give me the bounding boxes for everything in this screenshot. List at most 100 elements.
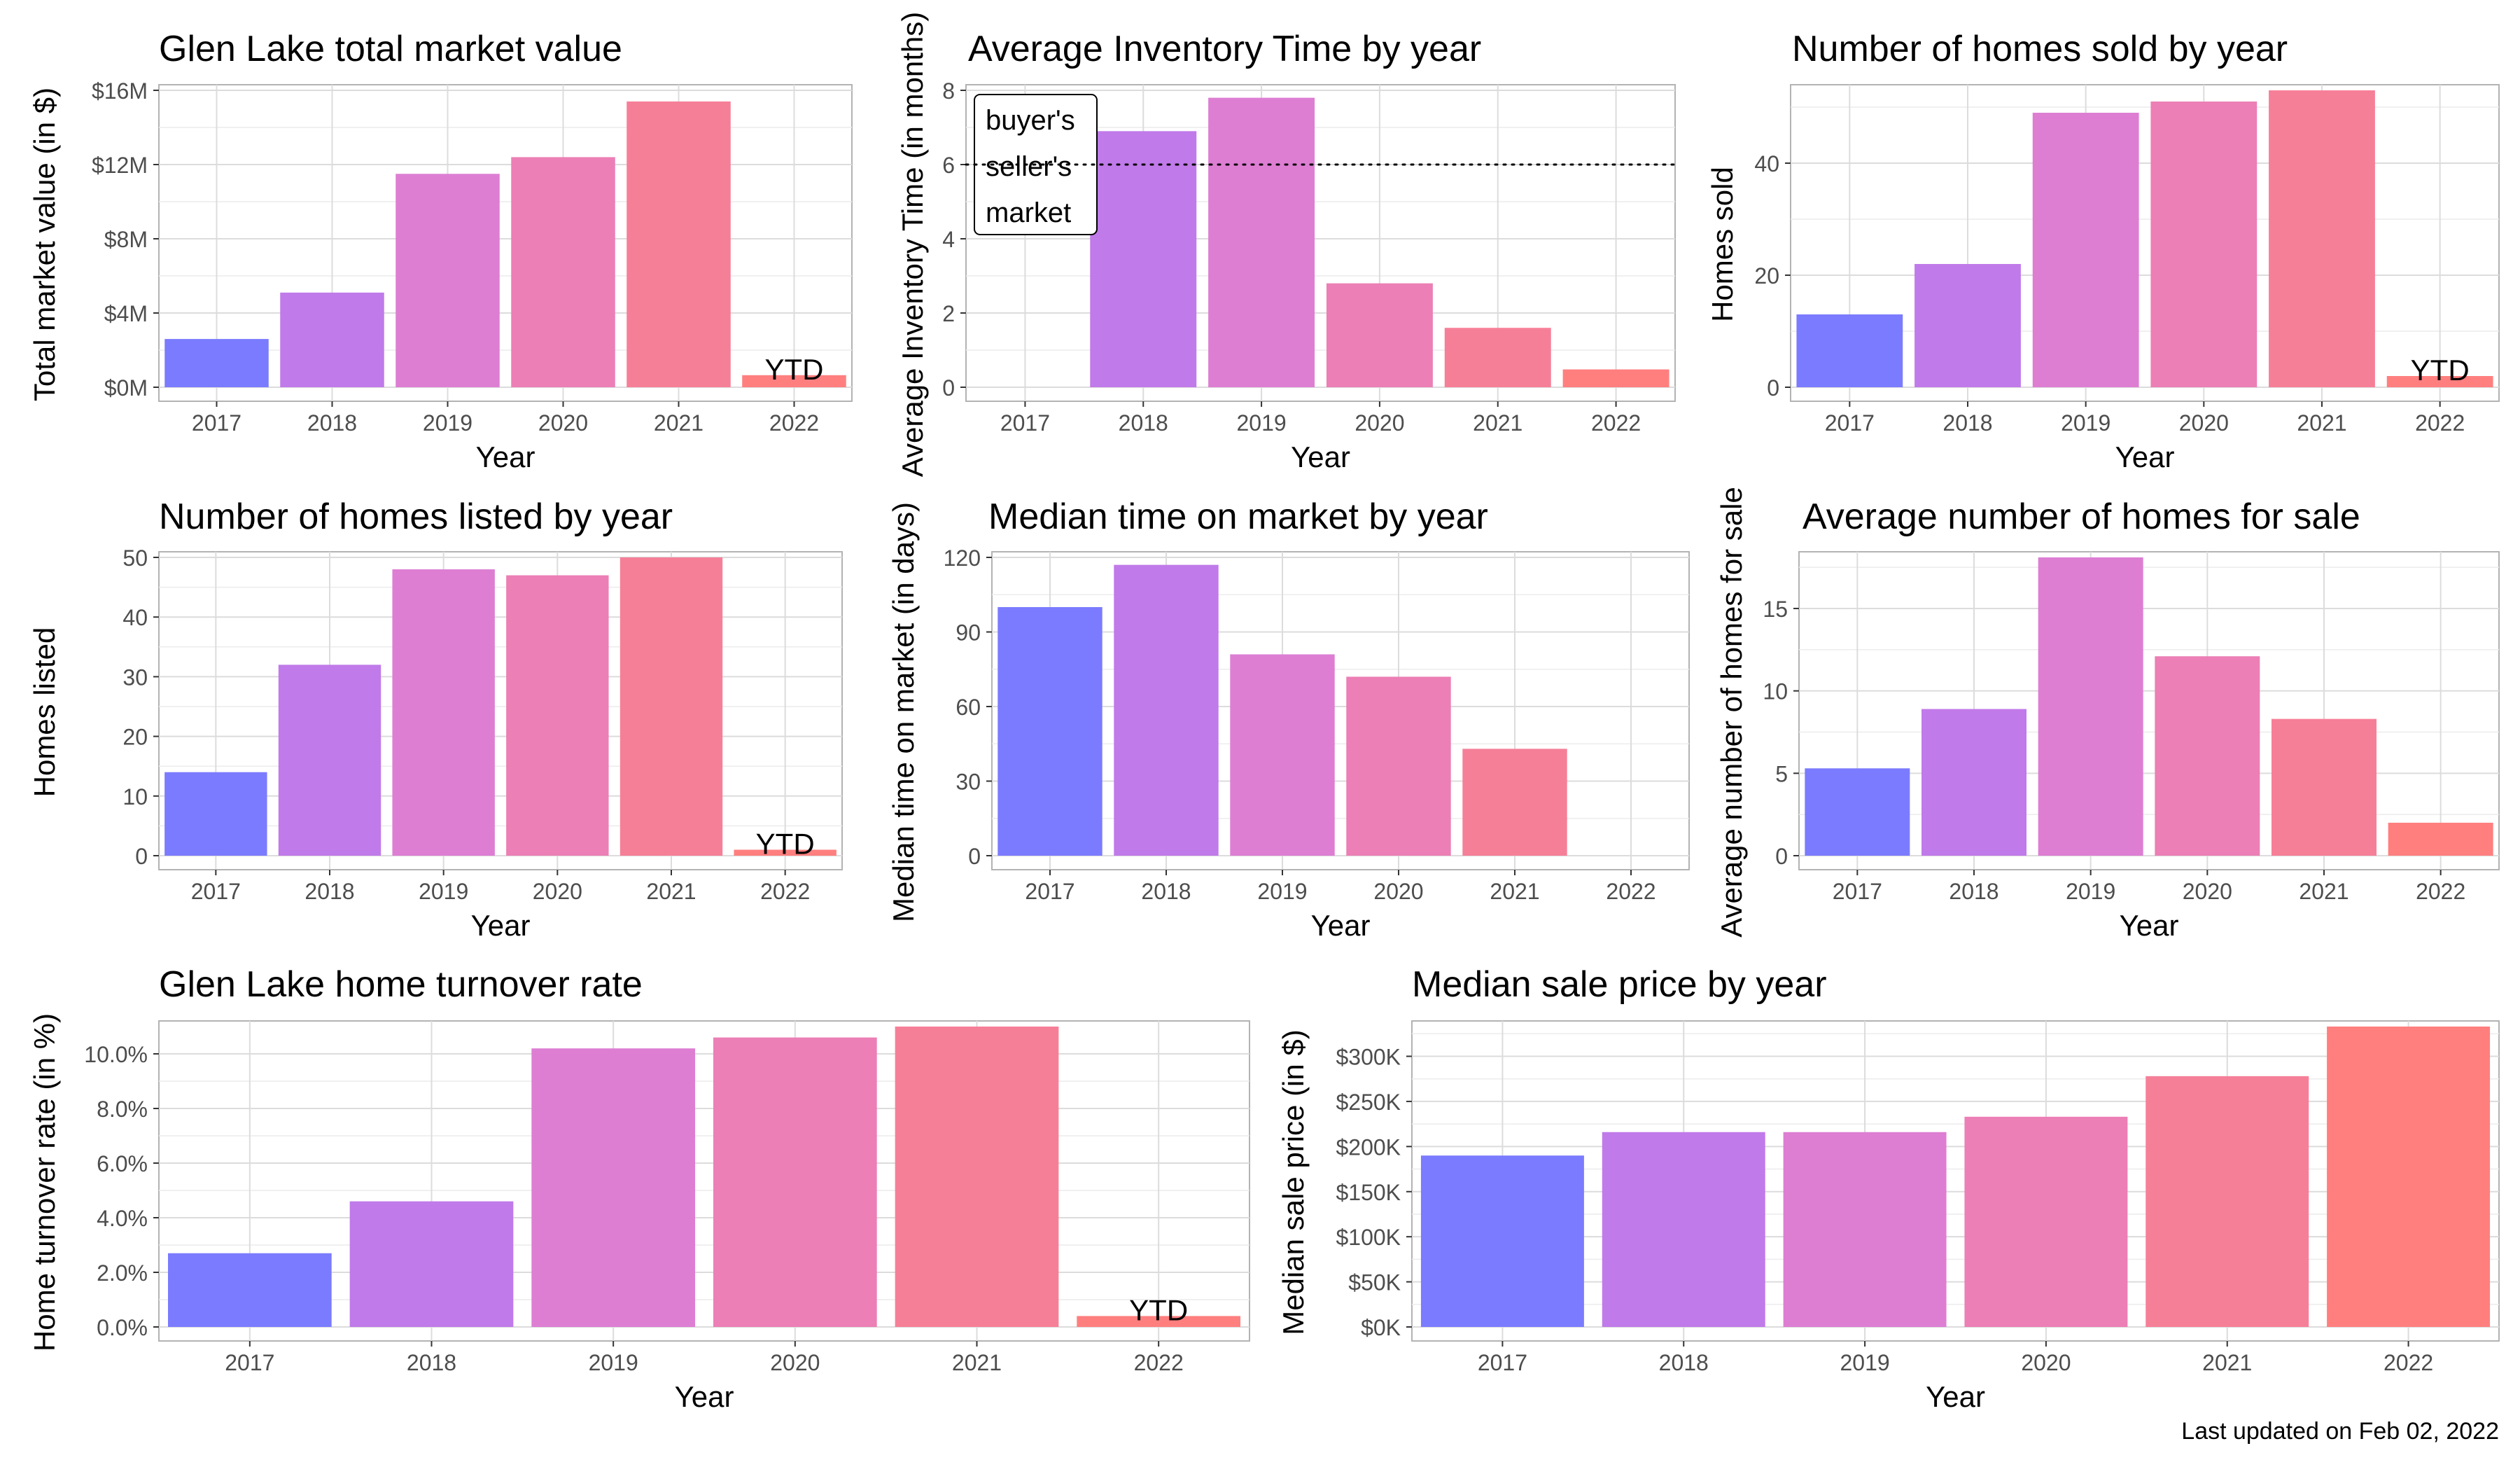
bar-2021 bbox=[620, 557, 723, 856]
chart-title: Median time on market by year bbox=[988, 496, 1488, 537]
y-axis-label: Average Inventory Time (in months) bbox=[896, 12, 929, 478]
x-tick-label: 2018 bbox=[1949, 879, 1998, 904]
y-axis-label: Home turnover rate (in %) bbox=[28, 1013, 61, 1351]
panel-border bbox=[1798, 551, 2500, 870]
chart-title: Glen Lake total market value bbox=[159, 29, 622, 69]
y-tick-label: 6 bbox=[942, 153, 955, 178]
x-tick-label: 2017 bbox=[1833, 879, 1882, 904]
bar-2022 bbox=[734, 849, 836, 856]
y-tick-label: 8 bbox=[942, 78, 955, 104]
bar-2018 bbox=[1914, 264, 2021, 387]
bar-2022 bbox=[1077, 1316, 1241, 1327]
y-tick-label: $4M bbox=[104, 301, 148, 326]
bar-2018 bbox=[1602, 1132, 1765, 1327]
y-tick-label: $200K bbox=[1336, 1134, 1401, 1160]
y-axis-label: Median sale price (in $) bbox=[1277, 1029, 1310, 1335]
y-axis-label: Homes sold bbox=[1706, 167, 1739, 322]
y-tick-label: 2.0% bbox=[97, 1260, 148, 1286]
chart-title: Number of homes listed by year bbox=[159, 496, 673, 537]
chart-title: Average number of homes for sale bbox=[1802, 496, 2360, 537]
chart-title: Number of homes sold by year bbox=[1792, 29, 2288, 69]
x-tick-label: 2022 bbox=[760, 879, 810, 904]
ytd-annotation: YTD bbox=[756, 827, 815, 860]
y-tick-label: 10 bbox=[1763, 679, 1788, 704]
y-tick-label: 0 bbox=[1775, 844, 1788, 869]
chart-title: Median sale price by year bbox=[1412, 964, 1827, 1005]
y-tick-label: $300K bbox=[1336, 1045, 1401, 1070]
bar-2020 bbox=[2155, 656, 2260, 856]
y-tick-label: 0 bbox=[968, 844, 981, 869]
bar-2021 bbox=[1462, 749, 1567, 856]
y-tick-label: $250K bbox=[1336, 1090, 1401, 1115]
x-axis-label: Year bbox=[2120, 909, 2179, 942]
bar-2019 bbox=[531, 1048, 696, 1327]
y-tick-label: 4.0% bbox=[97, 1206, 148, 1231]
y-tick-label: $12M bbox=[92, 153, 148, 178]
x-tick-label: 2019 bbox=[589, 1350, 638, 1375]
y-tick-label: 120 bbox=[944, 545, 981, 571]
bar-2021 bbox=[1444, 328, 1551, 387]
x-tick-label: 2021 bbox=[654, 410, 704, 436]
homes-for-sale-chart: 0 5 10 15 2017 2018 2019 2020 2021 2022 Average nu… bbox=[1715, 487, 2500, 942]
bar-2021 bbox=[2146, 1076, 2309, 1327]
x-tick-label: 2017 bbox=[1000, 410, 1050, 436]
x-axis-label: Year bbox=[471, 909, 531, 942]
y-tick-label: $0M bbox=[104, 375, 148, 401]
bar-2021 bbox=[2272, 718, 2376, 856]
x-tick-label: 2017 bbox=[192, 410, 241, 436]
y-tick-label: $16M bbox=[92, 78, 148, 104]
x-tick-label: 2020 bbox=[770, 1350, 820, 1375]
bar-2019 bbox=[1230, 654, 1335, 856]
bar-2019 bbox=[2032, 113, 2139, 387]
x-tick-label: 2021 bbox=[1473, 410, 1522, 436]
y-tick-label: 4 bbox=[942, 227, 955, 252]
bar-2020 bbox=[1346, 676, 1451, 856]
sale-price-chart: $0K $50K $100K $150K $200K $250K $300K 2017 2018… bbox=[1277, 964, 2500, 1413]
x-tick-label: 2019 bbox=[423, 410, 472, 436]
y-tick-label: 60 bbox=[955, 695, 981, 720]
x-tick-label: 2020 bbox=[2179, 410, 2229, 436]
market-value-chart: $0M $4M $8M $12M $16M 2017 2018 2019 2020 2021 202… bbox=[28, 29, 853, 473]
bar-2021 bbox=[895, 1027, 1059, 1327]
bar-2019 bbox=[392, 569, 495, 856]
turnover-rate-chart: 0.0% 2.0% 4.0% 6.0% 8.0% 10.0% 2017 2018 2019 202… bbox=[28, 964, 1250, 1413]
x-tick-label: 2020 bbox=[1373, 879, 1423, 904]
y-tick-label: 20 bbox=[122, 725, 148, 750]
x-tick-label: 2018 bbox=[1942, 410, 1992, 436]
y-tick-label: $50K bbox=[1348, 1270, 1401, 1295]
bar-2019 bbox=[1208, 97, 1315, 387]
y-axis-label: Homes listed bbox=[28, 627, 61, 798]
ytd-annotation: YTD bbox=[1129, 1293, 1188, 1326]
panel-border bbox=[1790, 84, 2500, 402]
y-tick-label: 0 bbox=[1767, 375, 1779, 401]
bar-2017 bbox=[997, 607, 1102, 856]
bar-2017 bbox=[1805, 768, 1910, 856]
y-tick-label: 6.0% bbox=[97, 1151, 148, 1176]
panel-border bbox=[158, 84, 853, 402]
x-tick-label: 2021 bbox=[2202, 1350, 2252, 1375]
y-tick-label: 30 bbox=[955, 770, 981, 795]
panel-border bbox=[158, 1020, 1250, 1342]
x-tick-label: 2018 bbox=[407, 1350, 456, 1375]
y-tick-label: 40 bbox=[1754, 151, 1779, 176]
last-updated-note: Last updated on Feb 02, 2022 bbox=[2181, 1418, 2499, 1445]
x-axis-label: Year bbox=[476, 440, 536, 473]
x-tick-label: 2019 bbox=[1257, 879, 1307, 904]
x-tick-label: 2018 bbox=[307, 410, 357, 436]
x-tick-label: 2017 bbox=[1478, 1350, 1527, 1375]
bar-2019 bbox=[396, 174, 500, 387]
x-tick-label: 2017 bbox=[225, 1350, 274, 1375]
bar-2022 bbox=[2388, 822, 2493, 856]
chart-title: Glen Lake home turnover rate bbox=[159, 964, 643, 1005]
x-axis-label: Year bbox=[1926, 1380, 1985, 1413]
bar-2017 bbox=[167, 1253, 332, 1327]
x-tick-label: 2022 bbox=[2384, 1350, 2433, 1375]
bar-2017 bbox=[164, 339, 269, 387]
bar-2020 bbox=[2150, 102, 2258, 387]
y-tick-label: 0 bbox=[135, 844, 148, 869]
x-axis-label: Year bbox=[2115, 440, 2175, 473]
bar-2018 bbox=[280, 292, 384, 387]
y-tick-label: 40 bbox=[122, 605, 148, 630]
